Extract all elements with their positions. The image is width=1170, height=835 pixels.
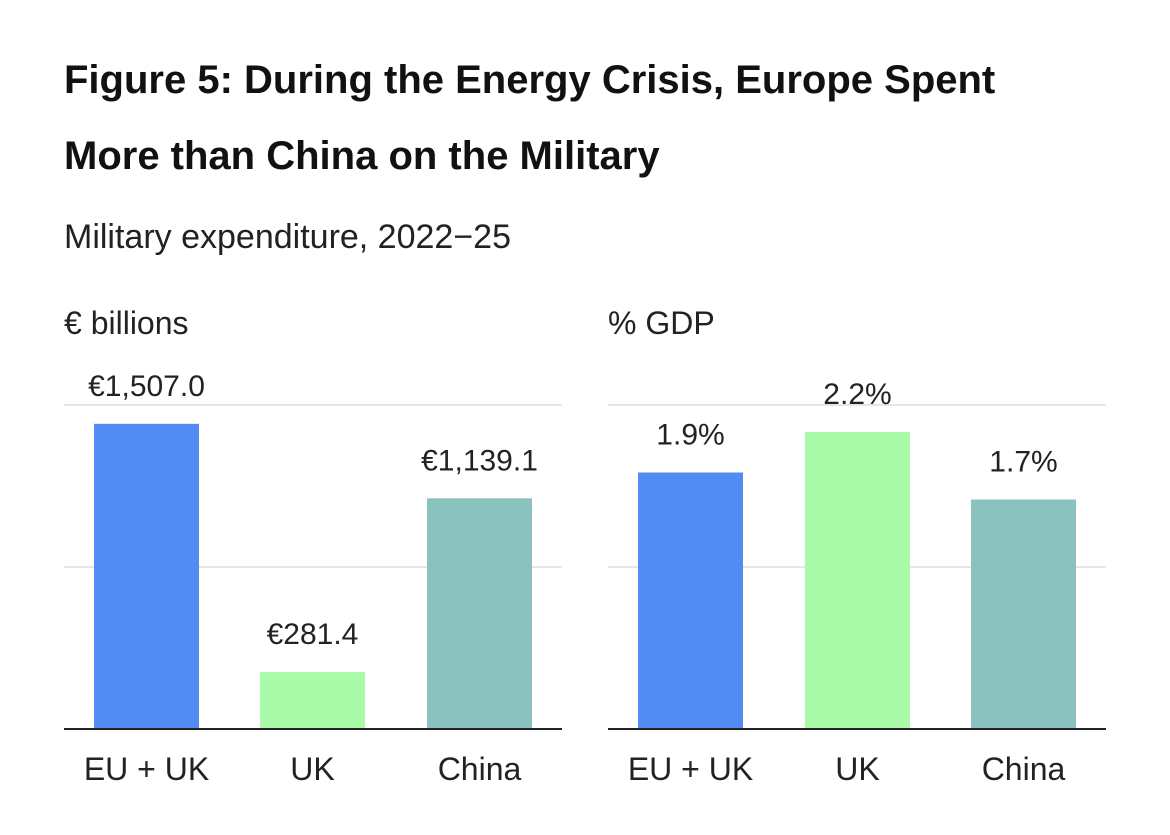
unit-label: % GDP bbox=[608, 305, 715, 341]
bar-uk bbox=[260, 672, 365, 729]
panel-eur-billions: € billions €1,507.0 EU + UK €281.4 UK €1,139.… bbox=[64, 305, 562, 787]
bar-eu-uk bbox=[638, 472, 743, 729]
unit-label: € billions bbox=[64, 305, 189, 341]
bar-eu-uk bbox=[94, 423, 199, 729]
data-label: 2.2% bbox=[823, 378, 891, 411]
category-label: China bbox=[982, 751, 1066, 787]
category-label: China bbox=[438, 751, 522, 787]
category-label: UK bbox=[835, 751, 879, 787]
panel-pct-gdp: % GDP 1.9% EU + UK 2.2% UK 1.7% China bbox=[608, 305, 1106, 787]
title-line-1: Figure 5: During the Energy Crisis, Euro… bbox=[64, 58, 996, 102]
bar-china bbox=[971, 499, 1076, 729]
category-label: UK bbox=[290, 751, 334, 787]
bar-uk bbox=[805, 432, 910, 729]
data-label: 1.7% bbox=[989, 446, 1057, 479]
data-label: €1,507.0 bbox=[88, 370, 205, 403]
bar-china bbox=[427, 498, 532, 729]
data-label: 1.9% bbox=[656, 419, 724, 452]
data-label: €1,139.1 bbox=[421, 444, 538, 477]
data-label: €281.4 bbox=[267, 618, 359, 651]
category-label: EU + UK bbox=[628, 751, 753, 787]
category-label: EU + UK bbox=[84, 751, 209, 787]
chart-title: Figure 5: During the Energy Crisis, Euro… bbox=[64, 42, 1144, 194]
chart-subtitle: Military expenditure, 2022−25 bbox=[64, 218, 511, 256]
title-line-2: More than China on the Military bbox=[64, 134, 660, 178]
